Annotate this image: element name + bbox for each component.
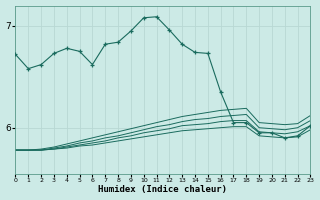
X-axis label: Humidex (Indice chaleur): Humidex (Indice chaleur)	[99, 185, 228, 194]
